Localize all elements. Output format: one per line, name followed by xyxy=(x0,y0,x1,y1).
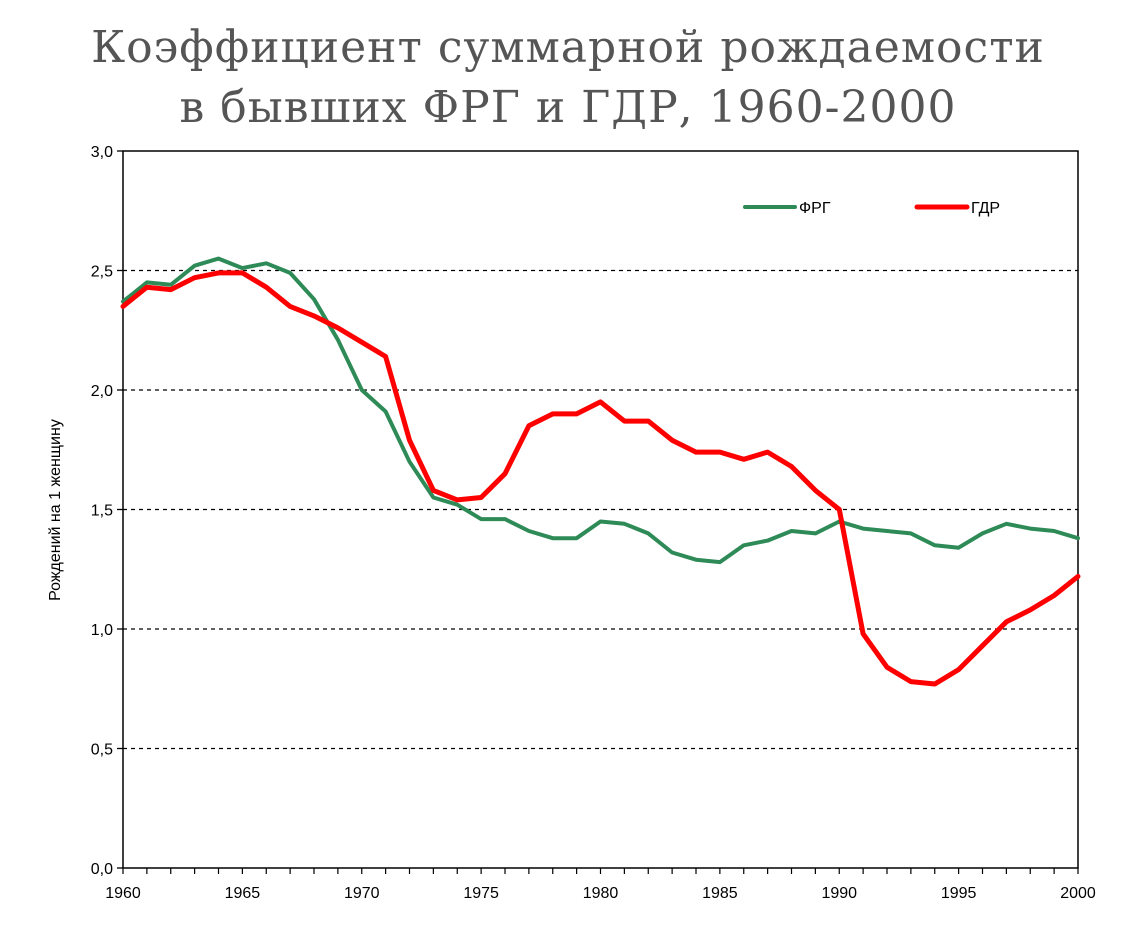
y-tick-label-0: 0,0 xyxy=(91,861,113,878)
gridlines xyxy=(123,269,1078,750)
y-tick-labels: 0,0 0,5 1,0 1,5 2,0 2,5 3,0 xyxy=(91,144,123,878)
legend-label-gdr: ГДР xyxy=(971,200,1000,217)
chart-title-line-2: в бывших ФРГ и ГДР, 1960-2000 xyxy=(179,82,957,133)
x-tick-label-1970: 1970 xyxy=(344,885,380,902)
x-tick-label-1975: 1975 xyxy=(463,885,499,902)
y-tick-label-6: 3,0 xyxy=(91,144,113,161)
chart-title-line-1: Коэффициент суммарной рождаемости xyxy=(91,22,1045,73)
x-tick-label-1960: 1960 xyxy=(105,885,141,902)
x-tick-label-1990: 1990 xyxy=(821,885,857,902)
x-tick-label-2000: 2000 xyxy=(1060,885,1096,902)
y-tick-label-3: 1,5 xyxy=(91,503,113,520)
series-line-gdr xyxy=(120,270,1081,687)
x-tick-labels: 1960 1965 1970 1975 1980 1985 1990 1995 2000 xyxy=(105,868,1096,902)
y-tick-label-5: 2,5 xyxy=(91,264,113,281)
x-tick-label-1985: 1985 xyxy=(702,885,738,902)
x-tick-label-1965: 1965 xyxy=(225,885,261,902)
y-tick-label-4: 2,0 xyxy=(91,383,113,400)
x-tick-label-1980: 1980 xyxy=(583,885,619,902)
chart-title: Коэффициент суммарной рождаемости в бывш… xyxy=(0,18,1136,138)
y-tick-label-1: 0,5 xyxy=(91,742,113,759)
x-tick-label-1995: 1995 xyxy=(941,885,977,902)
series-lines xyxy=(120,256,1081,687)
y-axis-label: Рождений на 1 женщину xyxy=(47,419,64,601)
legend: ФРГ ГДР xyxy=(743,200,1000,217)
legend-label-frg: ФРГ xyxy=(799,200,831,217)
series-line-frg xyxy=(121,256,1080,565)
y-tick-label-2: 1,0 xyxy=(91,622,113,639)
